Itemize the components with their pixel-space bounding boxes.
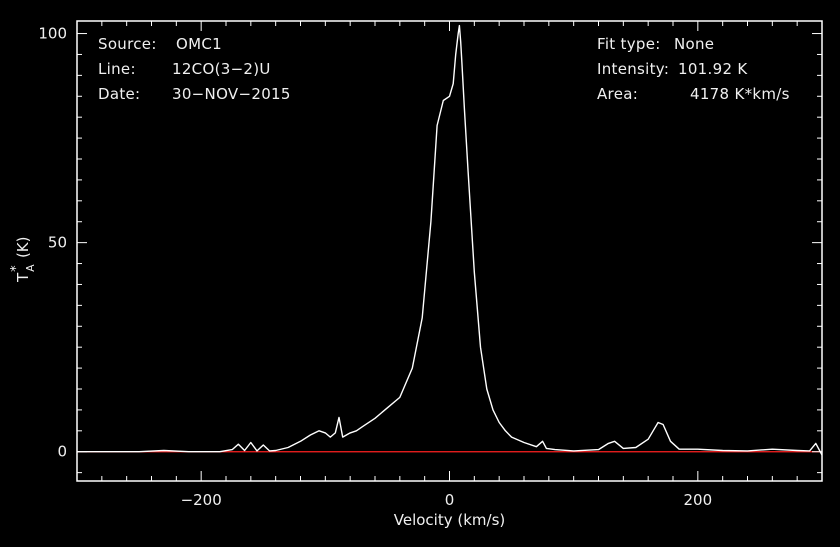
y-axis-label-symbol: T — [14, 272, 32, 282]
area-label: Area: — [597, 85, 639, 103]
intensity-value: 101.92 K — [678, 60, 748, 78]
fit-type-value: None — [674, 35, 715, 53]
fit-type-label: Fit type: — [597, 35, 661, 53]
line-label: Line: — [98, 60, 136, 78]
spectrum-line — [77, 24, 823, 456]
source-value: OMC1 — [176, 35, 222, 53]
x-tick-label: 0 — [445, 491, 455, 509]
y-axis-label-container: T * A (K) — [9, 222, 54, 283]
area-value: 4178 K*km/s — [690, 85, 790, 103]
y-axis-label-sup: * — [9, 265, 24, 272]
y-tick-label: 100 — [38, 25, 67, 43]
x-tick-label: 200 — [684, 491, 713, 509]
source-label: Source: — [98, 35, 157, 53]
y-axis-label-unit: (K) — [14, 236, 32, 259]
y-tick-label: 0 — [57, 443, 67, 461]
date-label: Date: — [98, 85, 141, 103]
line-value: 12CO(3−2)U — [172, 60, 271, 78]
y-tick-label: 50 — [48, 234, 67, 252]
y-axis-label-sub: A — [24, 264, 37, 272]
x-axis-label: Velocity (km/s) — [394, 511, 505, 529]
y-axis-label: T * A (K) — [9, 236, 37, 283]
date-value: 30−NOV−2015 — [172, 85, 291, 103]
y-axis-label-subsup: * A — [9, 263, 37, 273]
x-tick-label: −200 — [181, 491, 222, 509]
intensity-label: Intensity: — [597, 60, 670, 78]
